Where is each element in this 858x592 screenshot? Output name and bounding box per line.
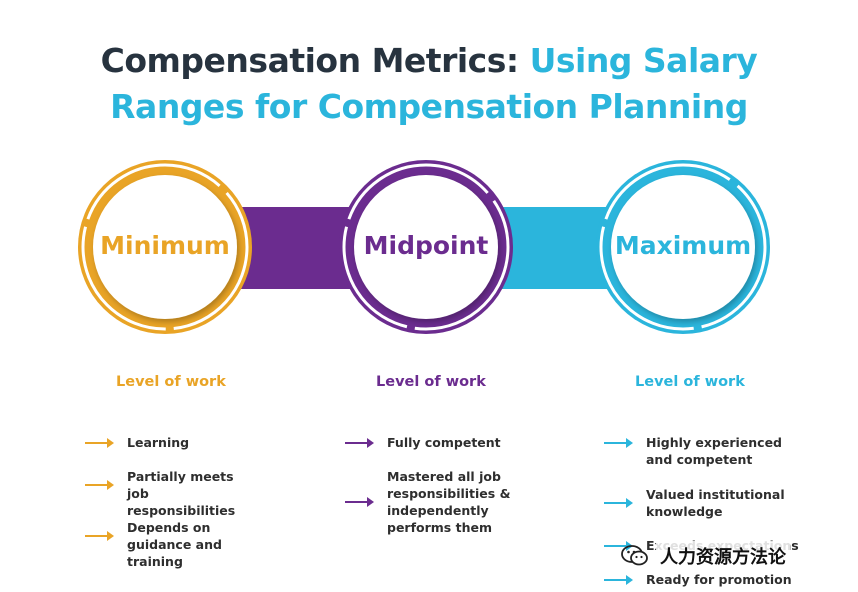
label-maximum: Maximum bbox=[614, 231, 752, 260]
item-text: Learning bbox=[127, 435, 190, 450]
circle-minimum bbox=[78, 160, 252, 334]
title-part-dark: Compensation Metrics: bbox=[100, 41, 530, 80]
circle-midpoint bbox=[339, 160, 513, 334]
column-maximum: Level of work Highly experienced and com… bbox=[604, 374, 844, 587]
page-title: Compensation Metrics: Using Salary Range… bbox=[0, 38, 858, 130]
item-text: Depends on guidance and training bbox=[127, 520, 222, 569]
item-text: Partially meets job responsibilities bbox=[127, 469, 236, 518]
column-minimum: Level of work Learning Partially meets j… bbox=[85, 374, 325, 569]
arrow-icon bbox=[345, 438, 375, 448]
label-midpoint: Midpoint bbox=[363, 231, 489, 260]
column-heading: Level of work bbox=[635, 374, 745, 390]
arrow-icon bbox=[604, 498, 634, 508]
watermark-text: 人力资源方法论 bbox=[656, 541, 790, 571]
title-line-2: Ranges for Compensation Planning bbox=[110, 87, 748, 126]
item-text: Valued institutional knowledge bbox=[646, 487, 785, 519]
item-text: Ready for promotion bbox=[646, 572, 792, 587]
watermark: 人力资源方法论 bbox=[620, 538, 790, 574]
arrow-icon bbox=[345, 497, 375, 507]
arrow-icon bbox=[85, 531, 115, 541]
arrow-icon bbox=[85, 480, 115, 490]
item-text: Fully competent bbox=[387, 435, 501, 450]
item-text: Highly experienced and competent bbox=[646, 435, 783, 467]
circle-maximum bbox=[596, 160, 770, 334]
column-midpoint: Level of work Fully competent Mastered a… bbox=[345, 374, 585, 535]
arrow-icon bbox=[604, 575, 634, 585]
column-heading: Level of work bbox=[116, 374, 226, 390]
title-line-1: Compensation Metrics: Using Salary bbox=[0, 38, 858, 84]
column-heading: Level of work bbox=[376, 374, 486, 390]
item-text: Mastered all job responsibilities & inde… bbox=[387, 469, 511, 535]
arrow-icon bbox=[85, 438, 115, 448]
arrow-icon bbox=[604, 438, 634, 448]
label-minimum: Minimum bbox=[100, 231, 230, 260]
title-part-blue: Using Salary bbox=[529, 41, 758, 80]
wechat-icon bbox=[620, 543, 650, 569]
